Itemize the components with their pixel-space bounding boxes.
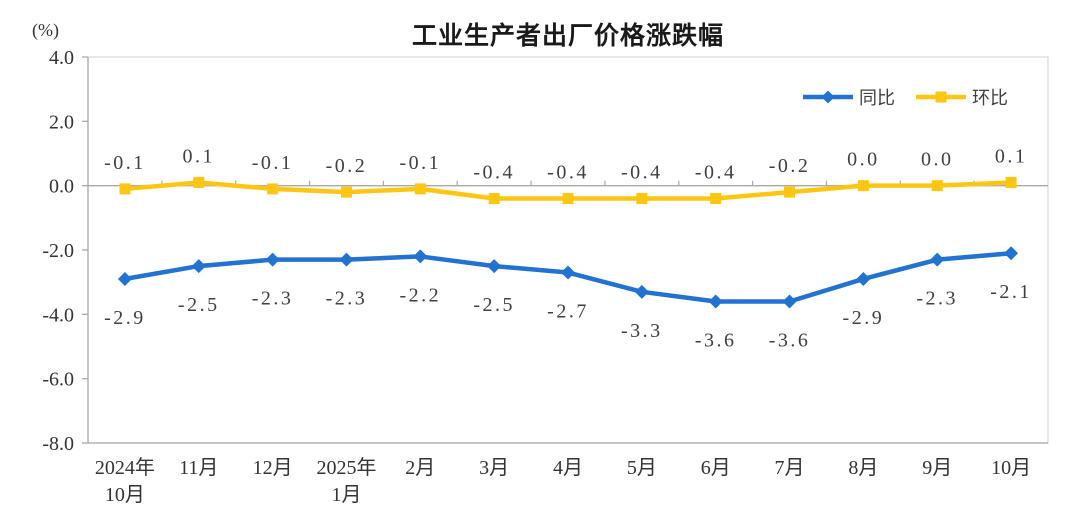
series-marker-1 <box>267 183 279 195</box>
x-tick-label: 2025年 <box>316 456 376 479</box>
x-tick-label: 11月 <box>179 457 218 479</box>
data-label: -3.6 <box>769 329 811 351</box>
series-marker-1 <box>488 193 500 205</box>
data-label: -2.9 <box>843 307 885 329</box>
data-label: -2.3 <box>916 288 958 310</box>
series-marker-0 <box>487 259 502 274</box>
data-label: -2.7 <box>547 301 589 323</box>
series-marker-0 <box>930 252 945 267</box>
data-label: -0.1 <box>104 152 146 174</box>
data-label: -2.9 <box>104 307 146 329</box>
series-marker-1 <box>562 193 574 205</box>
data-label: -2.3 <box>252 288 294 310</box>
legend-label-mom: 环比 <box>972 88 1008 108</box>
data-label: -2.3 <box>326 288 368 310</box>
x-tick-label: 4月 <box>553 457 583 479</box>
data-label: -3.6 <box>695 329 737 351</box>
data-label: -2.2 <box>399 284 441 306</box>
x-tick-label: 12月 <box>253 457 293 479</box>
x-tick-label: 5月 <box>627 457 657 479</box>
data-label: -0.4 <box>695 162 737 184</box>
series-marker-1 <box>193 176 205 188</box>
data-label: -3.3 <box>621 320 663 342</box>
x-tick-label: 1月 <box>331 484 361 506</box>
data-label: 0.1 <box>995 145 1028 167</box>
data-label: -0.2 <box>769 155 811 177</box>
series-marker-1 <box>784 186 796 198</box>
data-label: 0.0 <box>847 149 880 171</box>
series-marker-0 <box>413 249 428 264</box>
series-marker-0 <box>191 259 206 274</box>
legend-label-yoy: 同比 <box>859 88 895 108</box>
y-axis-unit-label: (%) <box>32 20 59 40</box>
data-label: 0.0 <box>921 149 954 171</box>
legend-item-mom: 环比 <box>915 84 1008 110</box>
legend-marker-yoy-line-diamond <box>803 90 853 104</box>
series-marker-0 <box>1004 246 1019 261</box>
series-marker-0 <box>265 252 280 267</box>
x-tick-label: 2024年 <box>95 456 155 479</box>
y-tick-label: -8.0 <box>42 433 74 455</box>
series-marker-1 <box>931 180 943 192</box>
series-marker-0 <box>856 271 871 286</box>
x-tick-label: 10月 <box>105 484 145 506</box>
series-marker-0 <box>634 284 649 299</box>
chart-title: 工业生产者出厂价格涨跌幅 <box>411 22 724 50</box>
y-tick-label: 0.0 <box>49 176 74 198</box>
legend-marker-mom-line-square <box>916 91 966 103</box>
data-label: -0.4 <box>473 162 515 184</box>
x-tick-label: 7月 <box>775 457 805 479</box>
data-label: -2.1 <box>990 281 1032 303</box>
y-tick-label: -6.0 <box>42 369 74 391</box>
chart-legend: 同比 环比 <box>802 84 1008 110</box>
y-tick-label: -2.0 <box>42 240 74 262</box>
data-label: 0.1 <box>183 145 216 167</box>
series-marker-0 <box>117 271 132 286</box>
series-marker-1 <box>857 180 869 192</box>
plot-border <box>87 56 1049 444</box>
data-label: -0.1 <box>252 152 294 174</box>
series-marker-0 <box>708 294 723 309</box>
series-marker-1 <box>710 193 722 205</box>
x-tick-label: 10月 <box>991 457 1031 479</box>
y-tick-label: -4.0 <box>42 304 74 326</box>
series-marker-1 <box>636 193 648 205</box>
x-tick-label: 2月 <box>405 457 435 479</box>
data-label: -2.5 <box>473 294 515 316</box>
series-marker-1 <box>414 183 426 195</box>
series-marker-1 <box>119 183 131 195</box>
y-tick-label: 4.0 <box>49 47 74 69</box>
x-tick-label: 3月 <box>479 457 509 479</box>
series-marker-0 <box>782 294 797 309</box>
series-marker-0 <box>561 265 575 280</box>
series-marker-0 <box>339 252 354 267</box>
x-tick-label: 9月 <box>922 457 952 479</box>
data-label: -0.2 <box>326 155 368 177</box>
series-marker-1 <box>1005 176 1017 188</box>
data-label: -0.1 <box>399 152 441 174</box>
data-label: -0.4 <box>547 162 589 184</box>
series-marker-1 <box>340 186 352 198</box>
x-tick-label: 6月 <box>701 457 731 479</box>
data-label: -2.5 <box>178 294 220 316</box>
data-label: -0.4 <box>621 162 663 184</box>
legend-item-yoy: 同比 <box>802 84 895 110</box>
y-tick-label: 2.0 <box>49 111 74 133</box>
x-tick-label: 8月 <box>848 457 878 479</box>
